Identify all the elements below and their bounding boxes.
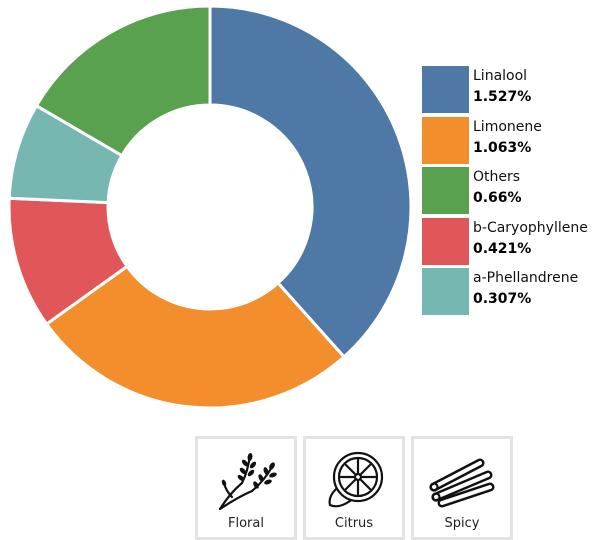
legend-value: 1.063%	[473, 139, 532, 156]
legend-label: Linalool	[473, 68, 528, 84]
legend-item-linalool[interactable]: Linalool 1.527%	[422, 66, 612, 117]
legend-swatch	[422, 217, 469, 265]
cinnamon-sticks-icon	[429, 458, 495, 508]
legend: Linalool 1.527% Limonene 1.063% Others 0…	[422, 66, 612, 319]
legend-value: 0.66%	[473, 190, 522, 207]
slice-others[interactable]	[34, 4, 212, 158]
aroma-badge-citrus: Citrus	[303, 436, 405, 540]
legend-value: 0.307%	[473, 291, 532, 308]
legend-label: a-Phellandrene	[473, 270, 579, 287]
legend-item-b-caryophyllene[interactable]: b-Caryophyllene 0.421%	[422, 217, 612, 269]
legend-label: Others	[473, 169, 521, 186]
legend-item-others[interactable]: Others 0.66%	[422, 167, 612, 218]
donut-slices	[7, 4, 413, 410]
legend-swatch	[422, 66, 469, 113]
lemon-slice-icon	[328, 451, 384, 508]
legend-swatch	[422, 116, 469, 164]
aroma-label: Floral	[228, 516, 264, 531]
aroma-badge-floral: Floral	[195, 436, 297, 540]
aroma-label: Citrus	[334, 516, 374, 531]
legend-swatch	[422, 268, 469, 316]
slice-limonene[interactable]	[44, 264, 347, 410]
slice-linalool[interactable]	[208, 4, 413, 359]
donut-chart	[7, 4, 413, 410]
legend-swatch	[422, 167, 469, 215]
aroma-label: Spicy	[444, 516, 480, 531]
legend-label: Limonene	[473, 118, 542, 135]
legend-value: 1.527%	[473, 89, 532, 105]
legend-item-limonene[interactable]: Limonene 1.063%	[422, 116, 612, 168]
lavender-icon	[218, 453, 277, 511]
legend-label: b-Caryophyllene	[473, 219, 588, 236]
aroma-badge-spicy: Spicy	[411, 436, 513, 540]
legend-item-a-phellandrene[interactable]: a-Phellandrene 0.307%	[422, 268, 612, 319]
legend-value: 0.421%	[473, 240, 532, 257]
aroma-badges: Floral Citrus Spicy	[195, 436, 515, 540]
